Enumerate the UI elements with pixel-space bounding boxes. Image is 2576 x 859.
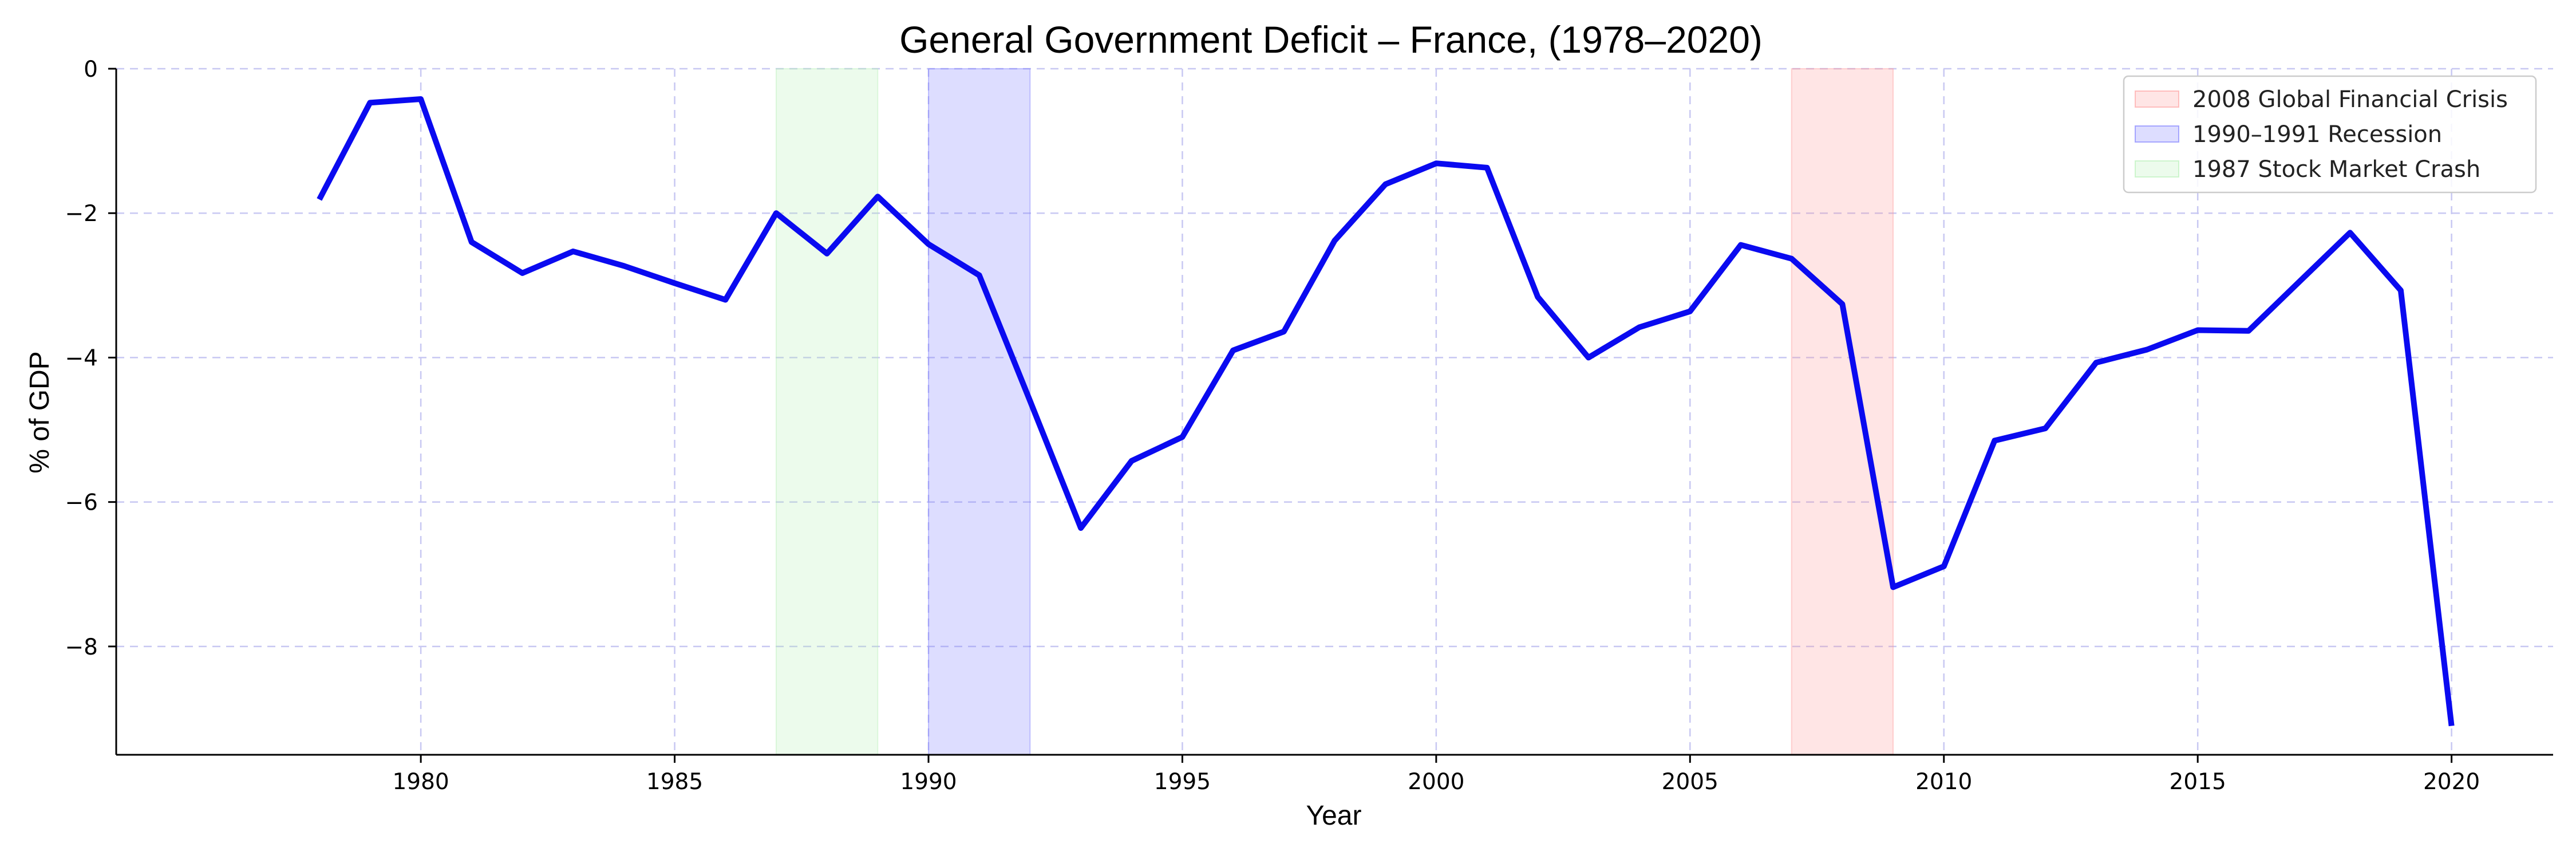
y-tick-label: −2 <box>65 201 98 227</box>
shaded-period <box>928 68 1031 755</box>
y-tick-label: −6 <box>65 490 98 516</box>
legend-label: 2008 Global Financial Crisis <box>2192 86 2508 113</box>
data-point <box>2400 290 2401 291</box>
x-tick-label: 2000 <box>1408 769 1464 795</box>
chart-title: General Government Deficit – France, (19… <box>899 18 1763 61</box>
legend: 2008 Global Financial Crisis 1990–1991 Re… <box>2123 75 2537 194</box>
y-tick-label: 0 <box>84 57 98 82</box>
data-point <box>1588 357 1589 358</box>
series-line <box>317 96 2455 727</box>
legend-swatch <box>2135 160 2179 178</box>
legend-swatch <box>2135 90 2179 108</box>
x-tick-label: 2010 <box>1915 769 1972 795</box>
series-layer <box>317 96 2455 727</box>
x-tick-label: 1995 <box>1154 769 1211 795</box>
data-point <box>1842 304 1843 305</box>
y-axis-label: % of GDP <box>25 351 55 473</box>
legend-swatch <box>2135 125 2179 143</box>
x-tick-label: 2015 <box>2170 769 2226 795</box>
shaded-period <box>1791 68 1894 755</box>
x-tick-label: 2020 <box>2423 769 2480 795</box>
shaded-period <box>775 68 879 755</box>
data-point <box>573 251 574 252</box>
legend-frame <box>2123 75 2537 194</box>
y-tick-label: −4 <box>65 345 98 371</box>
data-point <box>2045 428 2046 429</box>
axes <box>108 68 2553 763</box>
data-point <box>1131 460 1132 461</box>
x-tick-label: 1980 <box>392 769 449 795</box>
tick-labels: 1980 1985 1990 1995 2000 2005 2010 2015 2020 0 −2 −… <box>65 57 2480 795</box>
x-tick-label: 1985 <box>646 769 703 795</box>
data-point <box>1182 437 1183 438</box>
shaded-periods <box>775 68 1894 755</box>
legend-label: 1990–1991 Recession <box>2192 121 2442 148</box>
data-point <box>1791 258 1792 259</box>
y-tick-label: −8 <box>65 635 98 660</box>
data-point <box>1994 440 1995 441</box>
x-tick-label: 1990 <box>900 769 957 795</box>
data-point <box>2248 330 2249 331</box>
x-axis-label: Year <box>1306 801 1362 831</box>
legend-label: 1987 Stock Market Crash <box>2192 156 2480 183</box>
x-tick-label: 2005 <box>1662 769 1718 795</box>
data-point <box>1893 587 1894 588</box>
